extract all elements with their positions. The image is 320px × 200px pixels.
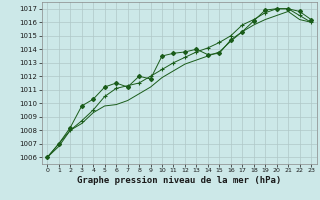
X-axis label: Graphe pression niveau de la mer (hPa): Graphe pression niveau de la mer (hPa) <box>77 176 281 185</box>
